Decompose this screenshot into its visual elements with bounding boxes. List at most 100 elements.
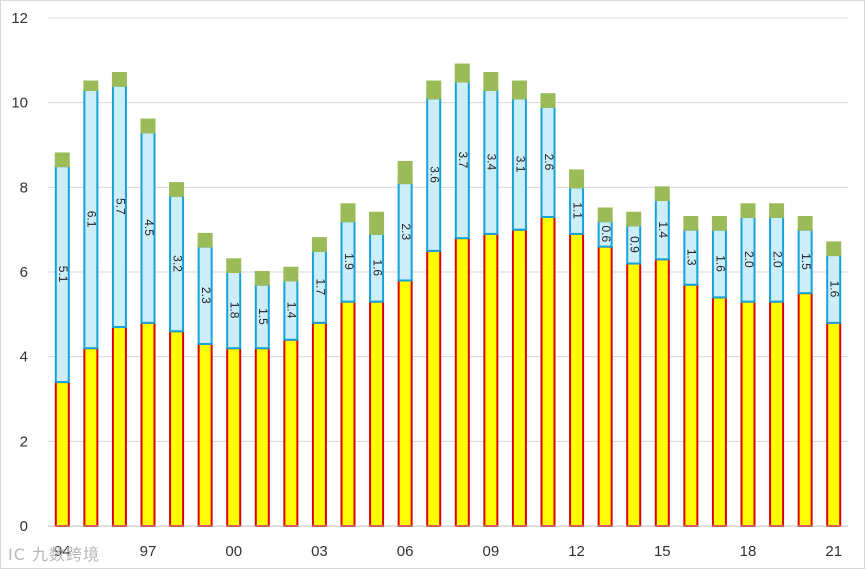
bar-base-03 [311, 321, 327, 527]
bar-top-10 [511, 80, 527, 100]
y-tick-label-0: 0 [20, 518, 28, 535]
bar-base-16 [683, 283, 699, 528]
bar-top-05 [369, 211, 385, 235]
y-tick-label-2: 2 [20, 433, 28, 450]
data-label-13: 0.6 [599, 226, 613, 243]
bar-base-05 [369, 300, 385, 527]
bar-top-97 [140, 118, 156, 134]
data-label-99: 2.3 [199, 287, 213, 304]
data-label-95: 6.1 [85, 211, 99, 228]
bar-top-11 [540, 93, 556, 108]
x-tick-label-00: 00 [225, 543, 242, 560]
bar-base-04 [340, 300, 356, 527]
bar-top-96 [111, 72, 127, 87]
bar-base-17 [711, 296, 727, 527]
data-label-05: 1.6 [370, 259, 384, 276]
bar-base-14 [626, 262, 642, 527]
data-label-98: 3.2 [170, 255, 184, 272]
y-axis-tick-labels: 0 2 4 6 8 10 12 [11, 10, 28, 535]
bar-base-07 [426, 249, 442, 527]
bar-base-15 [654, 258, 670, 527]
bar-top-06 [397, 160, 413, 185]
data-label-14: 0.9 [628, 236, 642, 253]
data-label-02: 1.4 [285, 302, 299, 319]
data-label-97: 4.5 [142, 219, 156, 236]
bar-base-00 [226, 347, 242, 528]
bar-top-02 [283, 266, 299, 282]
bar-top-20 [797, 215, 813, 231]
bar-top-14 [626, 211, 642, 227]
x-tick-label-94: 94 [54, 543, 71, 560]
x-tick-label-21: 21 [825, 543, 842, 560]
data-label-19: 2.0 [770, 251, 784, 268]
bar-top-01 [254, 271, 270, 286]
y-tick-label-8: 8 [20, 179, 28, 196]
bar-base-06 [397, 279, 413, 528]
data-label-10: 3.1 [513, 156, 527, 173]
x-tick-label-09: 09 [483, 543, 500, 560]
bar-base-99 [197, 342, 213, 528]
bar-base-12 [569, 232, 585, 527]
data-label-18: 2.0 [742, 251, 756, 268]
bar-base-97 [140, 321, 156, 527]
bar-top-09 [483, 72, 499, 91]
bar-top-12 [569, 169, 585, 189]
y-tick-label-6: 6 [20, 264, 28, 281]
data-label-96: 5.7 [113, 198, 127, 215]
bar-top-19 [769, 203, 785, 218]
bar-top-15 [654, 186, 670, 202]
data-label-09: 3.4 [485, 154, 499, 171]
bar-base-95 [83, 347, 99, 528]
bar-top-18 [740, 203, 756, 218]
x-axis-tick-labels: 94 97 00 03 06 09 12 15 18 21 [54, 543, 842, 560]
data-label-20: 1.5 [799, 253, 813, 270]
bar-base-08 [454, 237, 470, 527]
bar-base-96 [111, 326, 127, 527]
y-tick-label-10: 10 [11, 95, 28, 112]
bar-top-94 [54, 152, 70, 168]
bar-base-09 [483, 232, 499, 527]
bar-top-08 [454, 63, 470, 83]
data-label-12: 1.1 [570, 202, 584, 219]
bar-base-10 [511, 228, 527, 528]
bar-base-21 [826, 321, 842, 527]
data-label-15: 1.4 [656, 221, 670, 238]
bar-base-18 [740, 300, 756, 527]
bar-base-94 [54, 381, 70, 528]
bar-base-13 [597, 245, 613, 527]
x-tick-label-18: 18 [740, 543, 757, 560]
bar-base-02 [283, 338, 299, 527]
watermark-text: IC 九数跨境 [8, 545, 100, 564]
data-label-06: 2.3 [399, 223, 413, 240]
bar-top-99 [197, 232, 213, 248]
data-label-03: 1.7 [313, 278, 327, 295]
bar-top-04 [340, 203, 356, 223]
data-label-08: 3.7 [456, 151, 470, 168]
bar-base-98 [169, 330, 185, 527]
x-tick-label-97: 97 [140, 543, 157, 560]
data-label-17: 1.6 [713, 255, 727, 272]
bar-top-03 [311, 237, 327, 252]
bar-top-21 [826, 241, 842, 257]
x-tick-label-06: 06 [397, 543, 414, 560]
bar-top-95 [83, 80, 99, 91]
data-label-94: 5.1 [56, 266, 70, 283]
bar-top-98 [169, 182, 185, 197]
bar-base-20 [797, 292, 813, 527]
data-label-07: 3.6 [428, 166, 442, 183]
bars [54, 63, 842, 528]
bar-base-01 [254, 347, 270, 528]
y-tick-label-4: 4 [20, 349, 28, 366]
data-label-01: 1.5 [256, 308, 270, 325]
bar-top-07 [426, 80, 442, 100]
data-label-16: 1.3 [685, 249, 699, 266]
y-tick-label-12: 12 [11, 10, 28, 27]
data-label-04: 1.9 [342, 253, 356, 270]
bar-base-11 [540, 215, 556, 527]
bar-top-16 [683, 215, 699, 231]
data-label-21: 1.6 [828, 281, 842, 298]
bar-top-13 [597, 207, 613, 223]
bar-top-17 [711, 215, 727, 231]
x-tick-label-15: 15 [654, 543, 671, 560]
